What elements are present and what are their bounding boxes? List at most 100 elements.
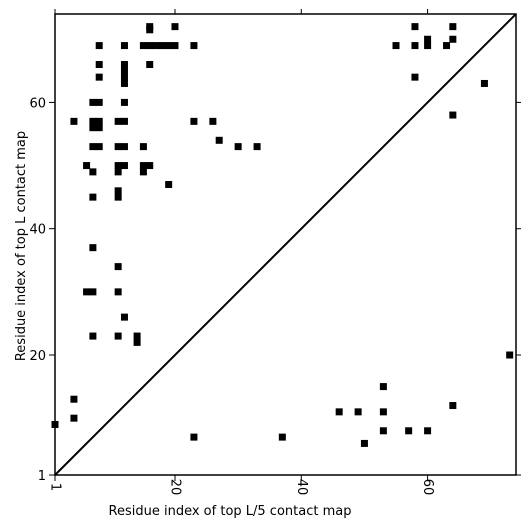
contact-point xyxy=(411,42,419,50)
contact-point xyxy=(95,124,103,132)
contact-point xyxy=(379,427,387,435)
contact-point xyxy=(405,427,413,435)
contact-point xyxy=(89,143,97,151)
contact-point xyxy=(120,73,128,81)
y-tick-label: 20 xyxy=(29,349,46,364)
contact-point xyxy=(360,439,368,447)
contact-point xyxy=(120,313,128,321)
contact-point xyxy=(165,42,173,50)
contact-point xyxy=(89,288,97,296)
contact-point xyxy=(89,168,97,176)
contact-point xyxy=(95,98,103,106)
plot-area xyxy=(54,13,517,476)
contact-point xyxy=(379,408,387,416)
x-tick-label: 1 xyxy=(48,483,63,491)
contact-point xyxy=(89,332,97,340)
contact-point xyxy=(449,35,457,43)
contact-point xyxy=(89,98,97,106)
contact-point xyxy=(89,244,97,252)
contact-point xyxy=(152,42,160,50)
contact-point xyxy=(146,162,154,170)
contact-point xyxy=(114,288,122,296)
contact-point xyxy=(120,67,128,75)
x-tick-label: 60 xyxy=(420,479,435,496)
contact-point xyxy=(120,42,128,50)
contact-point xyxy=(89,117,97,125)
axis-ticks: 1 20 40 60 1 20 40 60 xyxy=(29,9,521,495)
contact-point xyxy=(95,61,103,69)
contact-point xyxy=(449,23,457,31)
y-tick-label: 40 xyxy=(29,223,46,238)
contact-point xyxy=(158,42,166,50)
contact-point xyxy=(114,187,122,195)
contact-point xyxy=(95,42,103,50)
contact-point xyxy=(354,408,362,416)
contact-point xyxy=(190,117,198,125)
contact-point xyxy=(392,42,400,50)
contact-point xyxy=(83,288,91,296)
y-tick-label: 1 xyxy=(38,469,46,484)
contact-point xyxy=(139,162,147,170)
contact-point xyxy=(120,79,128,87)
contact-point xyxy=(146,42,154,50)
contact-point xyxy=(114,143,122,151)
contact-point xyxy=(120,143,128,151)
contact-point xyxy=(120,162,128,170)
contact-point xyxy=(424,427,432,435)
contact-point xyxy=(139,42,147,50)
contact-point xyxy=(215,136,223,144)
contact-point xyxy=(70,414,78,422)
contact-point xyxy=(83,162,91,170)
contact-point xyxy=(95,73,103,81)
contact-point xyxy=(411,73,419,81)
contact-point xyxy=(424,42,432,50)
contact-point xyxy=(146,26,154,34)
contact-point xyxy=(424,35,432,43)
contact-point xyxy=(379,383,387,391)
y-axis-label: Residue index of top L contact map xyxy=(14,131,29,361)
x-axis-label: Residue index of top L/5 contact map xyxy=(109,504,352,519)
contact-point xyxy=(70,395,78,403)
contact-point xyxy=(139,168,147,176)
contact-point xyxy=(278,433,286,441)
contact-point xyxy=(89,193,97,201)
contact-point xyxy=(114,117,122,125)
contact-point xyxy=(480,79,488,87)
contact-point xyxy=(114,263,122,271)
contact-point xyxy=(449,402,457,410)
contact-point xyxy=(114,193,122,201)
contact-point xyxy=(443,42,451,50)
contact-point xyxy=(411,23,419,31)
contact-point xyxy=(95,143,103,151)
x-tick-label: 40 xyxy=(294,479,309,496)
diagonal-line xyxy=(54,13,517,476)
contact-point xyxy=(139,143,147,151)
contact-points xyxy=(51,23,514,447)
contact-point xyxy=(51,420,59,428)
contact-point xyxy=(449,111,457,119)
contact-point xyxy=(70,117,78,125)
contact-point xyxy=(95,117,103,125)
contact-point xyxy=(120,98,128,106)
contact-point xyxy=(506,351,514,359)
contact-point xyxy=(335,408,343,416)
contact-point xyxy=(114,168,122,176)
contact-point xyxy=(165,181,173,189)
contact-point xyxy=(120,117,128,125)
contact-point xyxy=(146,61,154,69)
contact-point xyxy=(120,61,128,69)
x-tick-label: 20 xyxy=(167,479,182,496)
contact-point xyxy=(133,338,141,346)
contact-point xyxy=(190,42,198,50)
contact-point xyxy=(171,42,179,50)
contact-point xyxy=(171,23,179,31)
contact-point xyxy=(133,332,141,340)
contact-point xyxy=(234,143,242,151)
y-tick-label: 60 xyxy=(29,96,46,111)
contact-point xyxy=(89,124,97,132)
contact-point xyxy=(114,332,122,340)
contact-point xyxy=(253,143,261,151)
contact-point xyxy=(209,117,217,125)
contact-point xyxy=(114,162,122,170)
